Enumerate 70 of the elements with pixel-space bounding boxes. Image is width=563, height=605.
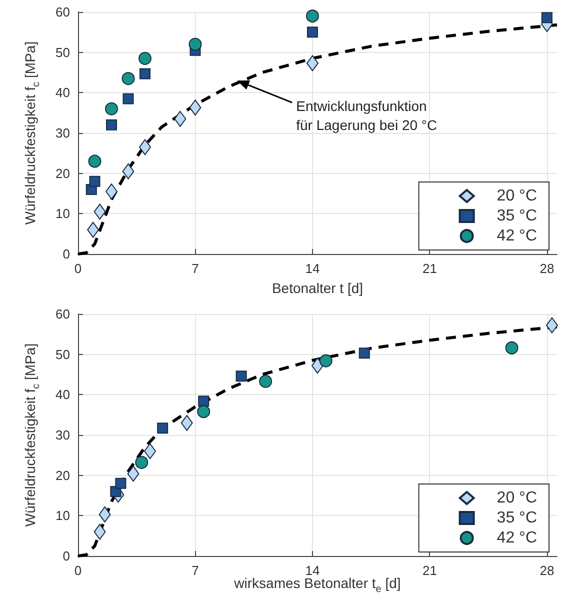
x-tick-label: 14 [305, 261, 320, 276]
y-tick-label: 40 [56, 85, 70, 100]
point [306, 26, 318, 38]
x-tick-label: 7 [192, 261, 199, 276]
x-tick-label: 7 [192, 563, 199, 578]
x-tick-label: 14 [305, 563, 320, 578]
point [319, 354, 332, 368]
legend-label: 35 °C [496, 208, 538, 224]
point [98, 506, 111, 522]
x-tick-label: 0 [74, 563, 82, 578]
point [312, 358, 324, 374]
y-tick-label: 20 [56, 166, 70, 181]
x-axis-title: Betonalter t [d] [270, 280, 364, 296]
y-tick-label: 30 [56, 428, 70, 442]
point [306, 55, 318, 72]
point [139, 68, 150, 80]
point [197, 405, 210, 418]
point [138, 52, 152, 65]
point [105, 102, 118, 116]
y-tick-label: 10 [56, 206, 70, 222]
point [259, 374, 272, 388]
y-tick-label: 20 [56, 468, 70, 483]
point [87, 222, 100, 238]
point [189, 100, 202, 116]
y-tick-label: 60 [56, 4, 70, 20]
y-tick-label: 10 [56, 508, 70, 524]
x-tick-label: 28 [540, 563, 554, 578]
legend-label: 42 °C [496, 530, 538, 546]
legend-label: 20 °C [496, 490, 538, 506]
point [188, 38, 202, 51]
point [106, 119, 117, 130]
point [180, 414, 193, 431]
point [89, 176, 100, 187]
y-tick-label: 0 [62, 246, 70, 262]
point [546, 317, 558, 334]
point [122, 72, 135, 86]
annotation: Entwicklungsfunktion für Lagerung bei 20 °C [296, 98, 438, 134]
point [157, 422, 168, 434]
x-tick-label: 21 [422, 261, 437, 276]
point [122, 93, 134, 104]
y-tick-label: 50 [56, 346, 70, 362]
point [541, 12, 552, 24]
point [174, 110, 186, 127]
point [94, 524, 106, 540]
point [198, 396, 210, 407]
point [306, 10, 319, 23]
x-tick-label: 28 [540, 261, 554, 276]
legend-label: 20 °C [496, 188, 538, 204]
point [138, 139, 151, 156]
point [88, 154, 102, 168]
point [358, 348, 370, 359]
point [135, 456, 148, 469]
y-tick-label: 40 [56, 387, 70, 402]
point [105, 183, 118, 200]
point [144, 443, 156, 460]
point [505, 341, 518, 354]
x-tick-label: 21 [422, 563, 437, 578]
legend-label: 42 °C [496, 228, 538, 244]
x-tick-label: 0 [74, 261, 82, 276]
point [115, 478, 126, 489]
point [122, 163, 134, 180]
legend-label: 35 °C [496, 510, 538, 526]
point [94, 204, 106, 220]
point [236, 370, 247, 382]
x-axis-title: wirksames Betonalter t$_{e}$ [d] [234, 575, 401, 595]
y-tick-label: 60 [56, 306, 70, 322]
y-tick-label: 50 [56, 44, 70, 60]
y-tick-label: 30 [56, 126, 70, 140]
y-tick-label: 0 [62, 548, 70, 564]
point [127, 466, 140, 482]
